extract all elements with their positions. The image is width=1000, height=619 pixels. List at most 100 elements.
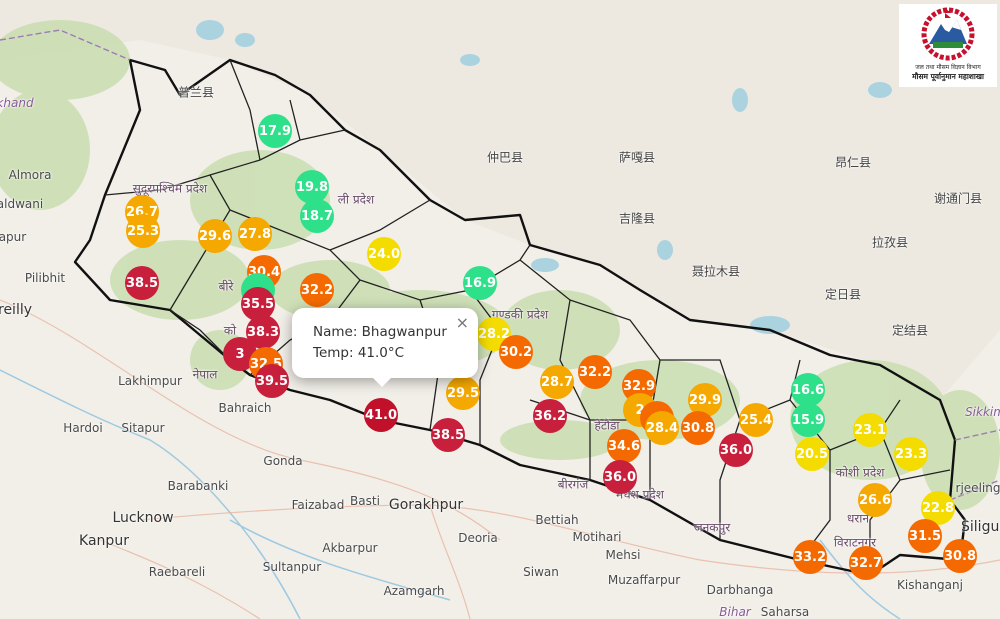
place-label: Basti <box>350 494 380 508</box>
station-marker[interactable]: 36.0 <box>719 433 753 467</box>
place-label: Kishanganj <box>897 578 963 592</box>
place-label: rapur <box>0 230 27 244</box>
station-marker[interactable]: 25.3 <box>126 214 160 248</box>
place-label: Sultanpur <box>262 560 322 574</box>
place-label: बीरे <box>218 279 234 294</box>
place-label: rjeeling <box>955 481 1000 495</box>
place-label: Muzaffarpur <box>607 573 681 587</box>
station-marker[interactable]: 30.2 <box>499 335 533 369</box>
station-marker[interactable]: 28.2 <box>477 317 511 351</box>
station-marker[interactable]: 30.8 <box>681 411 715 445</box>
place-label: aldwani <box>0 197 44 211</box>
place-label: reilly <box>0 302 33 318</box>
station-marker[interactable]: 31.5 <box>908 519 942 553</box>
place-label: Lakhimpur <box>118 374 182 388</box>
station-marker[interactable]: 38.5 <box>431 418 465 452</box>
dhm-logo: जल तथा मौसम विज्ञान विभाग मौसम पूर्वानुम… <box>899 4 997 87</box>
place-label: Almora <box>8 168 52 182</box>
place-label: Bettiah <box>535 513 579 527</box>
station-marker[interactable]: 29.6 <box>198 219 232 253</box>
station-marker[interactable]: 26.6 <box>858 483 892 517</box>
place-label: Sitapur <box>121 421 165 435</box>
place-label: Hardoi <box>63 421 103 435</box>
station-marker[interactable]: 29.9 <box>688 383 722 417</box>
place-label: 普兰县 <box>177 85 215 100</box>
place-label: Bihar <box>719 605 751 619</box>
place-label: Lucknow <box>112 510 174 526</box>
station-marker[interactable]: 33.2 <box>793 540 827 574</box>
place-label: बीरगंज <box>557 477 589 492</box>
place-label: कोशी प्रदेश <box>835 465 885 480</box>
place-label: Siwan <box>523 565 559 579</box>
station-marker[interactable]: 39.5 <box>255 364 289 398</box>
station-marker[interactable]: 27.8 <box>238 217 272 251</box>
place-label: Gorakhpur <box>388 497 464 513</box>
place-label: Azamgarh <box>383 584 445 598</box>
place-label: 仲巴县 <box>486 150 524 165</box>
place-label: 昂仁县 <box>834 155 872 170</box>
station-marker[interactable]: 23.1 <box>853 413 887 447</box>
popup-station-name: Name: Bhagwanpur <box>313 324 447 340</box>
place-label: को <box>223 323 237 338</box>
place-label: Pilibhit <box>24 271 66 285</box>
place-label: जनकपुर <box>693 520 731 535</box>
place-label: Gonda <box>263 454 303 468</box>
logo-department-text: जल तथा मौसम विज्ञान विभाग <box>915 64 981 71</box>
popup-close-button[interactable]: × <box>455 313 469 332</box>
popup-tail <box>372 377 392 387</box>
place-label: 定日县 <box>824 287 862 302</box>
place-label: Faizabad <box>291 498 345 512</box>
popup-temperature: Temp: 41.0°C <box>313 345 405 361</box>
station-marker[interactable]: 17.9 <box>258 114 292 148</box>
place-label: Raebareli <box>148 565 206 579</box>
place-label: Mehsi <box>605 548 641 562</box>
place-label: सुदूरपश्चिम प्रदेश <box>132 181 208 196</box>
station-marker[interactable]: 30.8 <box>943 539 977 573</box>
place-label: Sikkim <box>965 405 1000 419</box>
place-label: Motihari <box>572 530 622 544</box>
station-marker[interactable]: 25.4 <box>739 403 773 437</box>
station-marker[interactable]: 28.7 <box>540 365 574 399</box>
station-marker[interactable]: 19.8 <box>295 170 329 204</box>
station-popup: Name: Bhagwanpur Temp: 41.0°C × <box>292 308 478 387</box>
place-label: 吉隆县 <box>618 211 656 226</box>
place-label: Darbhanga <box>706 583 774 597</box>
place-label: 谢通门县 <box>933 191 983 206</box>
place-label: 聂拉木县 <box>691 264 741 279</box>
station-marker[interactable]: 20.5 <box>795 437 829 471</box>
station-marker[interactable]: 32.2 <box>300 273 334 307</box>
place-label: 萨嘎县 <box>618 150 656 165</box>
place-label: khand <box>0 96 34 110</box>
international-borders <box>0 29 1000 501</box>
station-marker[interactable]: 32.2 <box>578 355 612 389</box>
station-marker[interactable]: 36.0 <box>603 460 637 494</box>
place-label: ली प्रदेश <box>337 192 375 207</box>
place-label: गण्डकी प्रदेश <box>491 307 549 322</box>
place-label: 定结县 <box>891 323 929 338</box>
place-label: नेपाल <box>192 367 218 382</box>
station-marker[interactable]: 18.7 <box>300 199 334 233</box>
place-label: Akbarpur <box>322 541 378 555</box>
place-label: Barabanki <box>167 479 229 493</box>
station-marker[interactable]: 34.6 <box>607 429 641 463</box>
station-marker[interactable]: 24.0 <box>367 237 401 271</box>
station-marker[interactable]: 15.9 <box>791 403 825 437</box>
station-marker[interactable]: 28.4 <box>645 411 679 445</box>
place-label: धरान <box>846 511 870 526</box>
place-label: 拉孜县 <box>871 235 909 250</box>
place-label: Kanpur <box>79 533 129 549</box>
station-marker[interactable]: 16.6 <box>791 373 825 407</box>
station-marker[interactable]: 16.9 <box>463 266 497 300</box>
place-label: Deoria <box>458 531 498 545</box>
place-label: हेटौंडा <box>594 418 620 433</box>
logo-division-text: मौसम पूर्वानुमान महाशाखा <box>912 72 984 81</box>
place-label: Saharsa <box>760 605 810 619</box>
station-marker[interactable]: 29.5 <box>446 376 480 410</box>
station-marker[interactable]: 32.7 <box>849 546 883 580</box>
station-marker[interactable]: 41.0 <box>364 398 398 432</box>
place-label: Siliguri <box>961 519 1000 535</box>
station-marker[interactable]: 38.5 <box>125 266 159 300</box>
station-marker[interactable]: 36.2 <box>533 399 567 433</box>
emblem-icon <box>921 7 975 61</box>
station-marker[interactable]: 23.3 <box>894 437 928 471</box>
